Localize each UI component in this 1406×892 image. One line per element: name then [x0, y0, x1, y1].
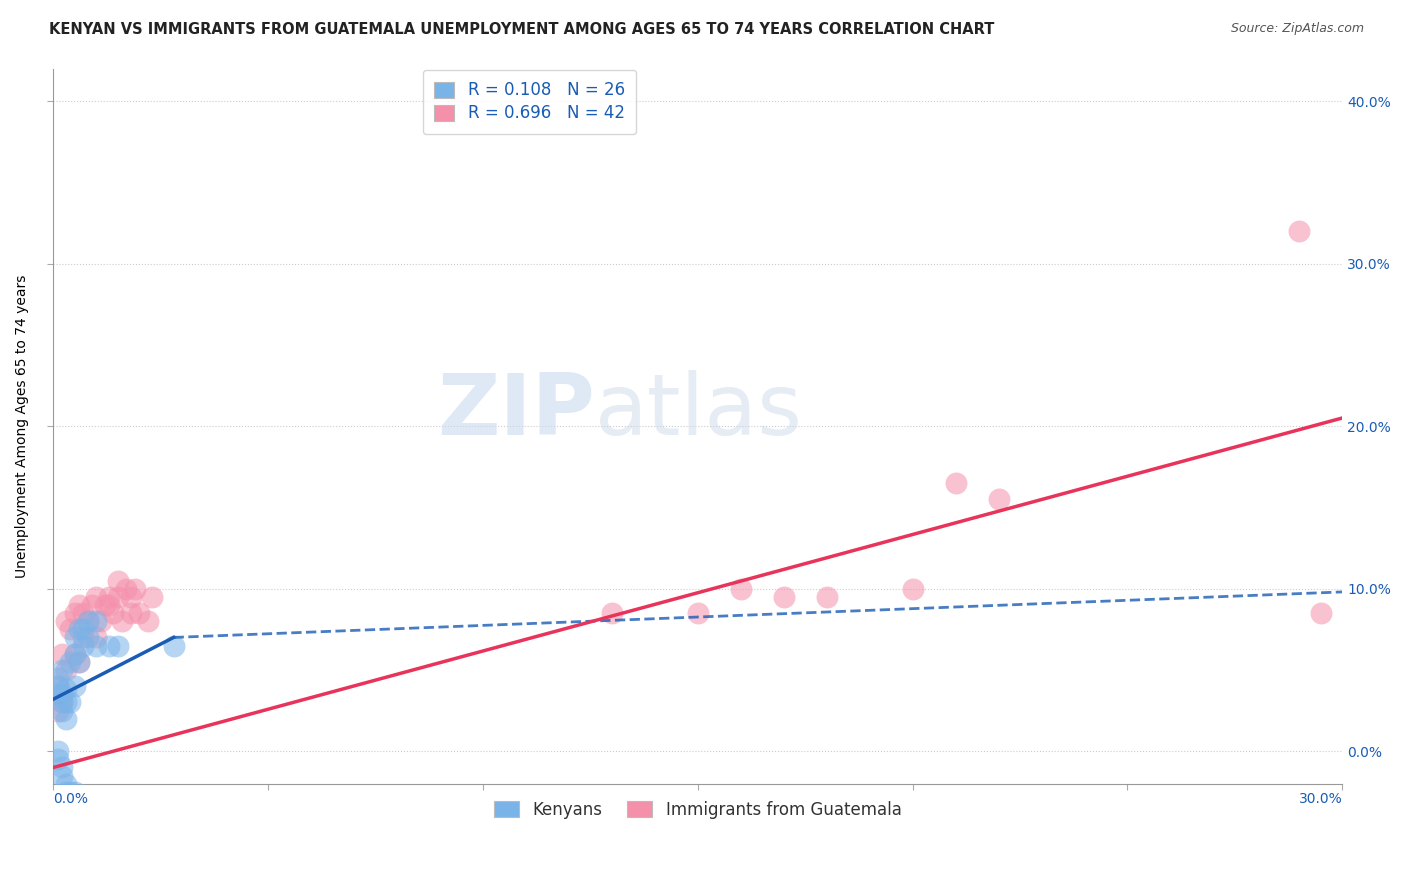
- Point: [51, 663, 73, 677]
- Point: [90, 614, 112, 628]
- Point: [59, 696, 82, 710]
- Point: [63, 785, 86, 799]
- Point: [67, 598, 90, 612]
- Point: [55, 785, 77, 799]
- Point: [84, 639, 107, 653]
- Point: [945, 476, 967, 491]
- Point: [84, 614, 107, 628]
- Point: [55, 777, 77, 791]
- Text: Source: ZipAtlas.com: Source: ZipAtlas.com: [1230, 22, 1364, 36]
- Point: [51, 696, 73, 710]
- Point: [59, 785, 82, 799]
- Point: [136, 614, 159, 628]
- Point: [80, 598, 103, 612]
- Point: [76, 614, 98, 628]
- Point: [46, 679, 69, 693]
- Point: [46, 752, 69, 766]
- Point: [51, 769, 73, 783]
- Point: [46, 679, 69, 693]
- Point: [55, 663, 77, 677]
- Point: [115, 582, 138, 596]
- Point: [76, 631, 98, 645]
- Point: [55, 696, 77, 710]
- Point: [72, 631, 94, 645]
- Point: [72, 639, 94, 653]
- Point: [128, 606, 150, 620]
- Point: [103, 606, 125, 620]
- Point: [120, 606, 142, 620]
- Point: [67, 655, 90, 669]
- Point: [59, 623, 82, 637]
- Y-axis label: Unemployment Among Ages 65 to 74 years: Unemployment Among Ages 65 to 74 years: [15, 275, 30, 578]
- Point: [67, 623, 90, 637]
- Point: [84, 631, 107, 645]
- Point: [59, 655, 82, 669]
- Point: [120, 590, 142, 604]
- Point: [51, 760, 73, 774]
- Point: [55, 712, 77, 726]
- Point: [1288, 224, 1310, 238]
- Point: [98, 639, 121, 653]
- Point: [46, 744, 69, 758]
- Point: [772, 590, 794, 604]
- Point: [51, 696, 73, 710]
- Text: atlas: atlas: [595, 370, 803, 453]
- Point: [107, 590, 129, 604]
- Text: KENYAN VS IMMIGRANTS FROM GUATEMALA UNEMPLOYMENT AMONG AGES 65 TO 74 YEARS CORRE: KENYAN VS IMMIGRANTS FROM GUATEMALA UNEM…: [49, 22, 994, 37]
- Point: [901, 582, 924, 596]
- Point: [815, 590, 838, 604]
- Point: [94, 598, 117, 612]
- Point: [63, 631, 86, 645]
- Point: [111, 614, 134, 628]
- Legend: Kenyans, Immigrants from Guatemala: Kenyans, Immigrants from Guatemala: [488, 794, 908, 825]
- Text: ZIP: ZIP: [437, 370, 595, 453]
- Point: [686, 606, 709, 620]
- Point: [124, 582, 146, 596]
- Point: [98, 590, 121, 604]
- Point: [72, 606, 94, 620]
- Point: [72, 623, 94, 637]
- Point: [55, 682, 77, 697]
- Point: [76, 614, 98, 628]
- Point: [84, 590, 107, 604]
- Point: [141, 590, 163, 604]
- Point: [730, 582, 752, 596]
- Point: [46, 671, 69, 685]
- Point: [600, 606, 623, 620]
- Point: [67, 655, 90, 669]
- Point: [63, 606, 86, 620]
- Point: [63, 679, 86, 693]
- Point: [63, 647, 86, 661]
- Point: [51, 647, 73, 661]
- Point: [63, 647, 86, 661]
- Point: [51, 687, 73, 701]
- Text: 30.0%: 30.0%: [1299, 792, 1343, 805]
- Point: [51, 704, 73, 718]
- Point: [55, 614, 77, 628]
- Point: [162, 639, 184, 653]
- Text: 0.0%: 0.0%: [53, 792, 89, 805]
- Point: [107, 639, 129, 653]
- Point: [1309, 606, 1331, 620]
- Point: [107, 574, 129, 588]
- Point: [98, 598, 121, 612]
- Point: [987, 492, 1010, 507]
- Point: [46, 687, 69, 701]
- Point: [46, 704, 69, 718]
- Point: [67, 793, 90, 807]
